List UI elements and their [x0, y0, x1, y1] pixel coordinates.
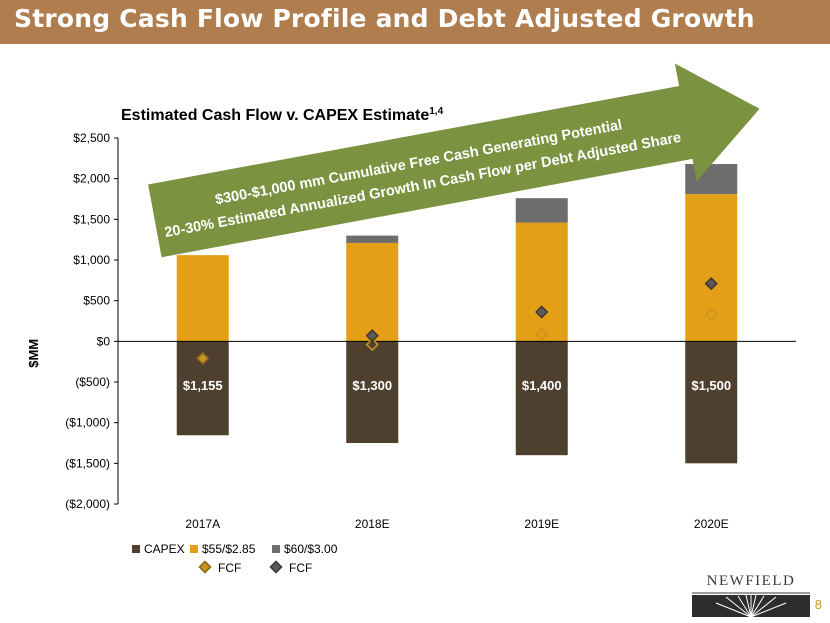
legend-swatch-fcf-60 — [269, 560, 283, 574]
bar-55-285 — [515, 222, 568, 342]
page-number: 8 — [814, 597, 822, 612]
bar-60-300 — [515, 198, 568, 223]
bar-55-285 — [685, 194, 738, 342]
legend-swatch-capex — [132, 545, 140, 553]
legend-label-55-285: $55/$2.85 — [202, 542, 256, 556]
logo-sunburst-icon — [692, 592, 810, 618]
fcf-point-55 — [535, 327, 549, 341]
legend-label-fcf-60: FCF — [289, 561, 312, 575]
legend-swatch-60-300 — [272, 545, 280, 553]
banner-arrow-shape — [148, 63, 760, 258]
legend-swatch-55-285 — [190, 545, 198, 553]
y-tick-label: $0 — [97, 334, 111, 348]
y-axis-label: $MM — [26, 339, 41, 368]
bar-55-285 — [176, 255, 229, 342]
page-title: Strong Cash Flow Profile and Debt Adjust… — [14, 4, 755, 33]
fcf-point-60 — [704, 276, 718, 291]
y-tick-label: ($1,500) — [65, 456, 110, 470]
capex-data-label: $1,400 — [522, 378, 562, 393]
y-tick-label: ($500) — [75, 375, 110, 389]
bar-capex — [515, 341, 568, 456]
y-tick-label: $1,000 — [73, 253, 110, 267]
fcf-point-55 — [365, 337, 379, 352]
chart-title: Estimated Cash Flow v. CAPEX Estimate1,4 — [121, 106, 444, 124]
legend-label-capex: CAPEX — [144, 542, 185, 556]
x-tick-label: 2018E — [355, 517, 390, 531]
y-tick-label: $2,000 — [73, 172, 110, 186]
y-tick-label: $1,500 — [73, 212, 110, 226]
bar-60-300 — [346, 235, 399, 243]
bar-capex — [346, 341, 399, 443]
fcf-point-60 — [535, 305, 549, 319]
fcf-point-55 — [196, 351, 210, 366]
x-tick-label: 2017A — [185, 517, 220, 531]
bar-capex — [685, 341, 738, 464]
bar-60-300 — [685, 164, 738, 195]
logo-wordmark: NEWFIELD — [706, 573, 796, 589]
y-tick-label: ($2,000) — [65, 497, 110, 511]
capex-data-label: $1,155 — [183, 378, 223, 393]
bar-55-285 — [346, 242, 399, 342]
legend-label-60-300: $60/$3.00 — [284, 542, 338, 556]
y-tick-label: $2,500 — [73, 131, 110, 145]
capex-data-label: $1,300 — [352, 378, 392, 393]
fcf-point-60 — [365, 329, 379, 343]
x-tick-label: 2020E — [694, 517, 729, 531]
company-logo: NEWFIELD — [686, 573, 816, 619]
banner-arrow: $300-$1,000 mm Cumulative Free Cash Gene… — [148, 63, 760, 258]
legend-swatch-fcf-55 — [198, 560, 212, 574]
y-tick-label: ($1,000) — [65, 416, 110, 430]
fcf-point-55 — [704, 307, 718, 322]
y-tick-label: $500 — [83, 294, 110, 308]
x-tick-label: 2019E — [524, 517, 559, 531]
capex-data-label: $1,500 — [691, 378, 731, 393]
title-bar: Strong Cash Flow Profile and Debt Adjust… — [0, 0, 830, 44]
legend-label-fcf-55: FCF — [218, 561, 241, 575]
